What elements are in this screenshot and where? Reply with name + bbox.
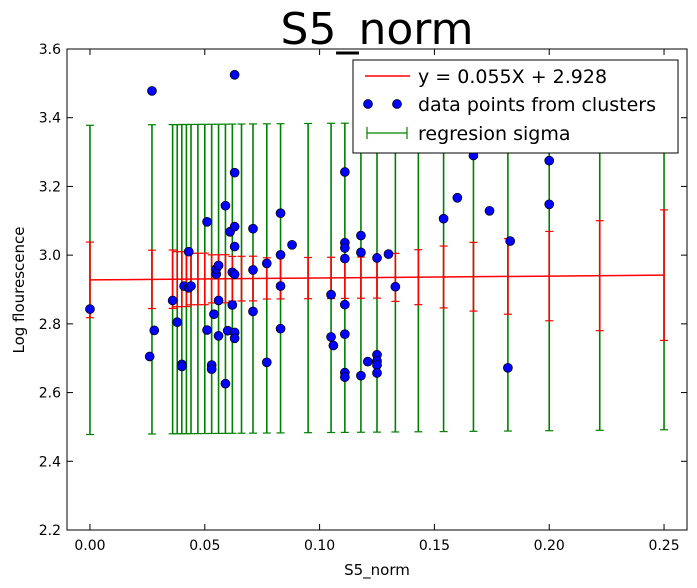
data-point-65 — [383, 249, 394, 259]
y-tick-label: 3.4 — [39, 111, 61, 127]
data-point-37 — [248, 306, 258, 317]
data-point-11 — [186, 281, 196, 291]
data-point-50 — [340, 243, 350, 253]
x-tick-label: 0.20 — [534, 538, 565, 554]
chart-title: S5_norm — [281, 4, 474, 55]
legend-sigma-label: regresion sigma — [418, 123, 571, 145]
data-point-66 — [390, 281, 401, 292]
data-point-29 — [229, 69, 240, 80]
data-point-35 — [248, 223, 258, 234]
data-point-16 — [209, 309, 219, 320]
data-point-4 — [167, 295, 178, 306]
data-point-67 — [438, 213, 449, 224]
x-tick-label: 0.00 — [74, 538, 105, 554]
data-point-60 — [372, 253, 382, 263]
data-point-46 — [326, 332, 336, 342]
data-point-12 — [202, 216, 212, 227]
data-point-48 — [340, 167, 350, 177]
data-point-40 — [275, 208, 286, 219]
data-point-52 — [340, 299, 350, 310]
regression-line — [89, 274, 665, 281]
data-point-7 — [176, 361, 187, 372]
x-tick-label: 0.25 — [648, 538, 679, 554]
data-point-19 — [213, 260, 224, 271]
data-point-38 — [261, 258, 272, 269]
data-point-31 — [229, 241, 240, 252]
y-axis-label: Log flourescence — [10, 226, 28, 353]
data-point-58 — [356, 370, 366, 381]
data-point-53 — [340, 329, 350, 340]
data-point-42 — [275, 281, 286, 291]
data-point-57 — [356, 247, 366, 258]
data-point-71 — [503, 362, 513, 373]
data-point-72 — [505, 236, 516, 246]
data-point-74 — [544, 199, 555, 210]
x-tick-label: 0.10 — [304, 538, 335, 554]
data-point-3 — [149, 325, 160, 336]
y-tick-label: 2.4 — [39, 454, 61, 470]
data-point-34 — [229, 333, 240, 344]
x-axis-label: S5_norm — [344, 561, 410, 580]
data-point-68 — [452, 192, 463, 203]
legend-sigma-swatch — [366, 127, 408, 139]
legend-points-label: data points from clusters — [418, 94, 656, 116]
data-point-30 — [229, 221, 240, 232]
data-point-2 — [147, 86, 157, 96]
data-point-39 — [261, 357, 272, 368]
data-point-32 — [229, 269, 240, 280]
y-tick-label: 2.2 — [39, 523, 61, 539]
plot-area — [85, 69, 669, 436]
data-point-41 — [275, 249, 286, 260]
legend: y = 0.055X + 2.928 data points from clus… — [352, 59, 679, 154]
data-point-51 — [340, 253, 350, 264]
data-point-15 — [206, 364, 217, 375]
data-point-5 — [172, 317, 183, 327]
data-point-70 — [484, 205, 495, 216]
data-point-20 — [213, 295, 224, 306]
y-tick-label: 2.6 — [39, 386, 61, 402]
data-point-47 — [328, 340, 339, 351]
data-point-43 — [275, 323, 286, 334]
legend-points-swatch-b — [392, 99, 402, 109]
x-tick-label: 0.15 — [419, 538, 450, 554]
data-point-22 — [220, 200, 231, 211]
legend-points-swatch-a — [363, 99, 373, 109]
y-tick-label: 2.8 — [39, 317, 61, 333]
data-point-56 — [356, 230, 366, 241]
y-tick-label: 3.2 — [39, 179, 61, 195]
y-tick-label: 3.6 — [39, 42, 61, 58]
data-point-10 — [183, 246, 194, 257]
data-point-1 — [144, 351, 155, 362]
data-point-28 — [229, 167, 240, 178]
data-point-64 — [372, 368, 382, 378]
axis-ticks: 0.00 0.05 0.10 0.15 0.20 0.25 2.2 2.4 2.6 2.8 3.0 3… — [39, 42, 687, 554]
plot-frame — [66, 48, 688, 531]
data-point-59 — [362, 356, 373, 367]
data-point-13 — [202, 325, 212, 335]
legend-regression-label: y = 0.055X + 2.928 — [418, 66, 607, 88]
data-point-21 — [213, 331, 224, 341]
data-point-23 — [220, 378, 231, 389]
data-point-45 — [326, 289, 336, 300]
data-point-26 — [227, 300, 238, 310]
data-point-0 — [85, 304, 95, 314]
x-tick-label: 0.05 — [189, 538, 220, 554]
data-point-44 — [287, 239, 297, 250]
y-tick-label: 3.0 — [39, 248, 61, 264]
data-point-73 — [544, 155, 555, 166]
data-point-55 — [340, 372, 350, 382]
data-point-36 — [248, 265, 258, 275]
